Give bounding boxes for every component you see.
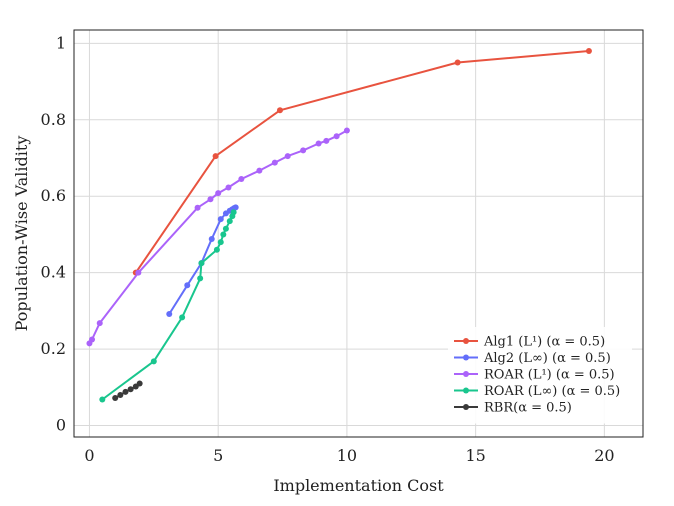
legend: Alg1 (L¹) (α = 0.5)Alg2 (L∞) (α = 0.5) RO… xyxy=(448,327,632,424)
data-point xyxy=(197,275,204,282)
y-tick-label: 0.4 xyxy=(41,263,66,282)
x-tick-label: 15 xyxy=(465,446,485,465)
series-3 xyxy=(86,127,350,347)
data-point xyxy=(222,225,229,232)
data-point xyxy=(117,391,124,398)
data-point xyxy=(333,133,340,140)
data-point xyxy=(99,396,106,403)
legend-label: RBR(α = 0.5) xyxy=(484,401,572,416)
data-point xyxy=(220,231,227,238)
data-point xyxy=(585,48,592,55)
data-point xyxy=(217,216,224,223)
legend-swatch-marker xyxy=(463,338,469,344)
legend-item: Alg2 (L∞) (α = 0.5) xyxy=(454,351,611,366)
legend-item: ROAR (L¹) (α = 0.5) xyxy=(454,368,615,383)
legend-label: Alg1 (L¹) (α = 0.5) xyxy=(483,335,605,350)
legend-swatch-marker xyxy=(463,404,469,410)
legend-items: Alg1 (L¹) (α = 0.5)Alg2 (L∞) (α = 0.5) RO… xyxy=(454,335,620,416)
data-point xyxy=(212,153,219,160)
series-layer xyxy=(86,48,592,403)
y-tick-label: 0.2 xyxy=(41,339,66,358)
legend-item: Alg1 (L¹) (α = 0.5) xyxy=(454,335,605,350)
x-tick-label: 5 xyxy=(213,446,223,465)
data-point xyxy=(208,236,215,243)
y-tick-label: 0.6 xyxy=(41,186,66,205)
data-point xyxy=(166,310,173,317)
x-tick-label: 20 xyxy=(594,446,614,465)
data-point xyxy=(238,176,245,183)
data-point xyxy=(300,147,307,154)
legend-label: ROAR (L¹) (α = 0.5) xyxy=(484,368,615,383)
data-point xyxy=(112,395,119,402)
legend-box xyxy=(448,327,632,424)
legend-swatch-marker xyxy=(463,371,469,377)
data-point xyxy=(226,218,233,225)
y-tick-label: 0 xyxy=(56,416,66,435)
data-point xyxy=(207,196,214,203)
data-point xyxy=(122,388,129,395)
x-tick-label: 10 xyxy=(337,446,357,465)
data-point xyxy=(135,269,142,276)
data-point xyxy=(89,336,96,343)
y-tick-labels: 0 0.2 0.4 0.6 0.8 1 xyxy=(41,33,66,434)
data-point xyxy=(213,246,220,253)
y-tick-label: 1 xyxy=(56,33,66,52)
data-point xyxy=(96,320,103,327)
data-point xyxy=(454,59,461,66)
data-point xyxy=(276,107,283,114)
data-point xyxy=(179,314,186,321)
plot-frame xyxy=(73,29,644,438)
data-point xyxy=(230,209,237,216)
data-point xyxy=(215,190,222,197)
data-point xyxy=(150,358,157,365)
x-tick-label: 0 xyxy=(84,446,94,465)
data-point xyxy=(136,380,143,387)
legend-label: Alg2 (L∞) (α = 0.5) xyxy=(483,351,611,366)
data-point xyxy=(271,159,278,166)
data-point xyxy=(323,137,330,144)
series-5 xyxy=(112,380,143,402)
data-point xyxy=(315,140,322,147)
data-point xyxy=(256,167,263,174)
legend-label: ROAR (L∞) (α = 0.5) xyxy=(484,384,620,399)
legend-item: ROAR (L∞) (α = 0.5) xyxy=(454,384,620,399)
x-tick-labels: 0 5 10 15 20 xyxy=(84,446,614,465)
series-4 xyxy=(99,209,237,403)
x-axis-title: Implementation Cost xyxy=(273,476,444,495)
data-point xyxy=(127,386,134,393)
y-tick-label: 0.8 xyxy=(41,110,66,129)
data-point xyxy=(284,153,291,160)
data-point xyxy=(194,204,201,211)
data-point xyxy=(184,282,191,289)
data-point xyxy=(225,184,232,191)
legend-swatch-marker xyxy=(463,354,469,361)
data-point xyxy=(343,127,350,134)
grid xyxy=(74,30,643,437)
series-1 xyxy=(132,48,592,276)
data-point xyxy=(198,260,205,267)
series-line xyxy=(134,50,589,274)
data-point xyxy=(217,239,224,246)
legend-item: RBR(α = 0.5) xyxy=(454,401,572,416)
y-axis-title: Population-Wise Validity xyxy=(12,136,31,332)
legend-swatch-marker xyxy=(463,387,469,394)
data-point xyxy=(232,204,239,211)
